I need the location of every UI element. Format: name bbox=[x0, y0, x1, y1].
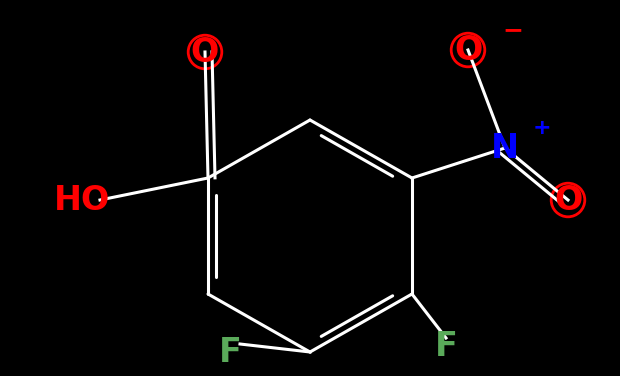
Text: F: F bbox=[219, 335, 241, 368]
Text: O: O bbox=[454, 33, 482, 67]
Text: HO: HO bbox=[54, 183, 110, 217]
Text: N: N bbox=[491, 132, 519, 165]
Text: −: − bbox=[502, 18, 523, 42]
Text: O: O bbox=[554, 183, 582, 217]
Text: +: + bbox=[533, 118, 551, 138]
Text: F: F bbox=[435, 329, 458, 362]
Text: O: O bbox=[191, 35, 219, 68]
